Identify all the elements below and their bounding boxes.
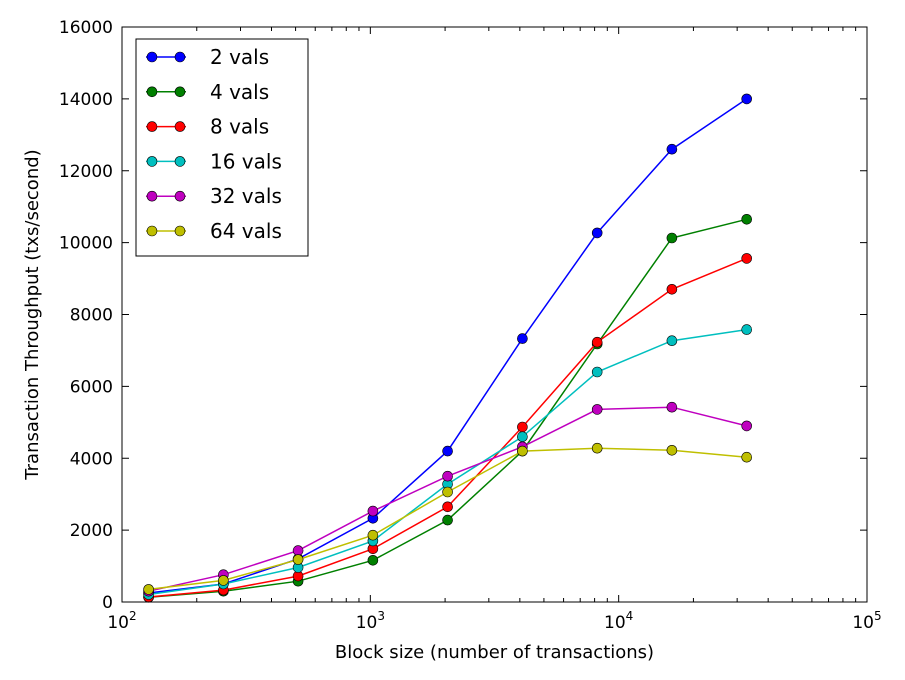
x-tick-label: 105 bbox=[852, 609, 881, 633]
data-point bbox=[591, 366, 603, 378]
data-point bbox=[591, 227, 603, 239]
data-point bbox=[666, 232, 678, 244]
data-point bbox=[666, 401, 678, 413]
legend-marker bbox=[146, 86, 158, 98]
data-point bbox=[666, 444, 678, 456]
legend-marker bbox=[174, 225, 186, 237]
data-point bbox=[591, 336, 603, 348]
legend-entry: 2 vals bbox=[146, 45, 269, 69]
legend-marker bbox=[174, 86, 186, 98]
data-point bbox=[666, 283, 678, 295]
legend-label: 32 vals bbox=[210, 184, 282, 208]
series-1 bbox=[143, 214, 753, 603]
legend: 2 vals 4 vals 8 vals 16 vals 32 vals 64 vals bbox=[135, 38, 309, 257]
legend-label: 16 vals bbox=[210, 149, 282, 173]
y-tick-label: 8000 bbox=[70, 306, 113, 326]
data-point bbox=[591, 442, 603, 454]
data-point bbox=[442, 470, 453, 482]
data-point bbox=[741, 324, 753, 335]
series-5 bbox=[143, 442, 753, 595]
legend-entry: 32 vals bbox=[146, 184, 282, 208]
ticks-layer: 0 2000 4000 6000 8000 10000 12000 14000 16000 102… bbox=[59, 18, 882, 633]
legend-entry: 8 vals bbox=[146, 115, 269, 139]
x-tick-label: 104 bbox=[604, 609, 633, 633]
data-point bbox=[442, 514, 453, 526]
data-point bbox=[741, 253, 753, 264]
x-axis-label: Block size (number of transactions) bbox=[335, 642, 654, 663]
legend-marker bbox=[146, 121, 158, 132]
data-point bbox=[367, 505, 379, 517]
data-point bbox=[367, 529, 379, 541]
legend-marker bbox=[146, 51, 158, 63]
y-tick-label: 10000 bbox=[59, 234, 113, 254]
data-point bbox=[292, 554, 304, 565]
data-point bbox=[591, 404, 603, 415]
data-point bbox=[741, 93, 753, 105]
y-tick-label: 16000 bbox=[59, 18, 113, 38]
data-point bbox=[143, 584, 154, 595]
legend-entry: 64 vals bbox=[146, 219, 282, 243]
data-point bbox=[741, 451, 753, 463]
legend-marker bbox=[174, 51, 186, 63]
legend-marker bbox=[146, 156, 158, 167]
data-point bbox=[292, 545, 304, 556]
series-2 bbox=[143, 253, 753, 603]
y-tick-label: 2000 bbox=[70, 521, 113, 541]
legend-label: 4 vals bbox=[210, 80, 269, 104]
series-3 bbox=[143, 324, 753, 600]
series-line bbox=[148, 328, 747, 596]
legend-marker bbox=[174, 190, 186, 202]
y-tick-label: 0 bbox=[102, 593, 113, 613]
series-line bbox=[148, 257, 747, 598]
data-point bbox=[218, 575, 229, 586]
series-line bbox=[148, 406, 747, 592]
data-point bbox=[442, 445, 453, 457]
legend-label: 8 vals bbox=[210, 115, 269, 139]
legend-label: 64 vals bbox=[210, 219, 282, 243]
data-point bbox=[517, 333, 528, 344]
series-4 bbox=[143, 401, 753, 597]
legend-marker bbox=[174, 121, 186, 132]
legend-entry: 4 vals bbox=[146, 80, 269, 104]
data-point bbox=[741, 214, 753, 225]
series-layer bbox=[143, 93, 753, 603]
data-point bbox=[367, 554, 379, 566]
legend-entry: 16 vals bbox=[146, 149, 282, 173]
y-tick-label: 6000 bbox=[70, 377, 113, 397]
y-tick-label: 12000 bbox=[59, 162, 113, 182]
legend-label: 2 vals bbox=[210, 45, 269, 69]
data-point bbox=[666, 143, 678, 155]
data-point bbox=[741, 420, 753, 432]
x-tick-label: 103 bbox=[356, 609, 385, 633]
legend-box bbox=[135, 38, 309, 257]
data-point bbox=[666, 335, 678, 347]
legend-marker bbox=[146, 190, 158, 202]
y-tick-label: 14000 bbox=[59, 90, 113, 110]
legend-marker bbox=[146, 225, 158, 237]
data-point bbox=[517, 445, 528, 457]
data-point bbox=[442, 486, 453, 498]
data-point bbox=[517, 421, 528, 433]
x-tick-label: 102 bbox=[107, 609, 136, 633]
y-axis-label: Transaction Throughput (txs/second) bbox=[22, 149, 43, 480]
data-point bbox=[442, 501, 453, 513]
legend-marker bbox=[174, 156, 186, 167]
data-point bbox=[517, 431, 528, 443]
y-tick-label: 4000 bbox=[70, 449, 113, 469]
